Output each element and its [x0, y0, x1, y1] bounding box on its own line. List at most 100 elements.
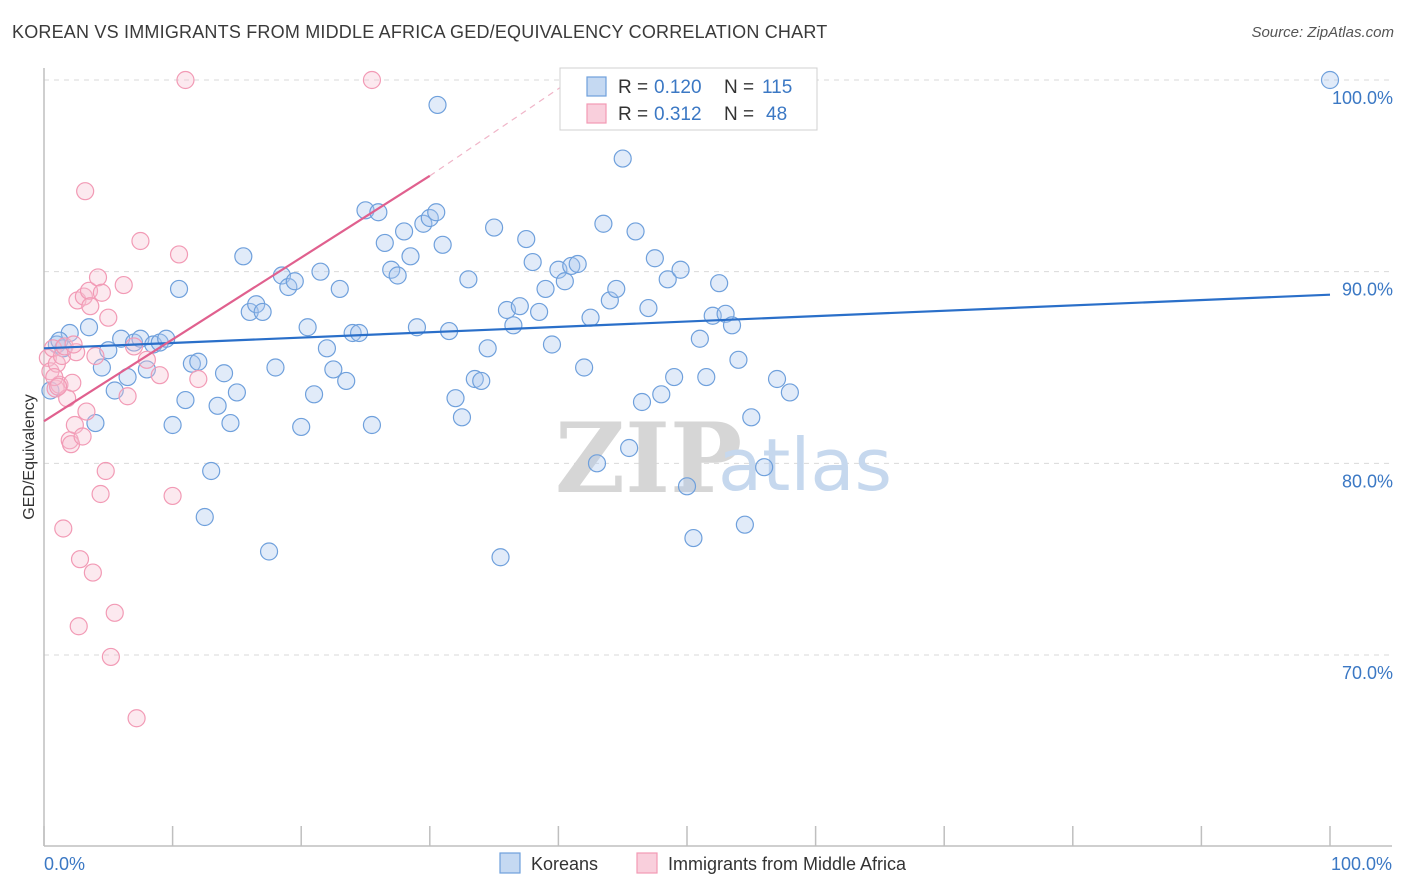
grid-lines [44, 79, 1392, 656]
koreans-point-38 [304, 385, 324, 404]
koreans-point-19 [182, 354, 201, 373]
immigrants-point-11 [63, 373, 82, 392]
watermark-atlas: atlas [718, 423, 892, 507]
koreans-point-80 [575, 358, 594, 377]
immigrants-point-43 [54, 519, 73, 538]
koreans-point-81 [581, 308, 600, 327]
koreans-point-3 [79, 318, 99, 337]
koreans-point-105 [735, 515, 754, 534]
koreans-point-35 [285, 272, 304, 291]
koreans-point-107 [755, 458, 774, 477]
koreans-point-65 [478, 339, 497, 358]
immigrants-point-26 [91, 484, 110, 504]
koreans-point-74 [536, 279, 555, 299]
koreans-point-41 [324, 360, 343, 379]
legend-n-value-1: 48 [766, 104, 787, 125]
legend-swatch-pink [586, 103, 607, 124]
koreans-point-22 [202, 461, 221, 481]
koreans-point-77 [555, 272, 574, 291]
trend-line-immigrants [43, 174, 431, 423]
immigrants-point-29 [99, 308, 118, 327]
koreans-point-27 [234, 247, 253, 266]
immigrants-point-20 [77, 402, 96, 421]
koreans-point-69 [504, 316, 523, 335]
immigrants-point-22 [81, 297, 100, 316]
x-tick-label-min: 0.0% [44, 854, 85, 874]
koreans-point-97 [684, 528, 703, 548]
koreans-point-20 [189, 352, 208, 371]
bottom-legend-immigrants: Immigrants from Middle Africa [668, 854, 907, 874]
koreans-point-90 [639, 298, 658, 318]
koreans-point-32 [266, 358, 285, 377]
immigrants-point-35 [127, 709, 146, 728]
immigrants-point-24 [86, 346, 105, 366]
koreans-point-42 [330, 279, 349, 299]
koreans-point-98 [690, 329, 709, 348]
koreans-point-18 [176, 390, 195, 410]
koreans-point-103 [722, 316, 742, 335]
koreans-point-71 [517, 229, 536, 249]
immigrants-point-46 [49, 377, 68, 396]
trend-line-koreans [43, 293, 1331, 350]
immigrants-point-42 [362, 70, 382, 90]
koreans-point-36 [292, 417, 311, 437]
koreans-point-45 [349, 323, 369, 343]
koreans-point-110 [428, 95, 447, 115]
legend-r-label-1: R = [618, 104, 648, 125]
immigrants-point-47 [189, 369, 208, 389]
koreans-point-106 [742, 408, 761, 427]
immigrants-point-18 [74, 287, 93, 306]
legend-n-label-0: N = [724, 77, 754, 98]
koreans-point-89 [632, 392, 652, 412]
koreans-point-61 [452, 408, 472, 427]
x-tick-label-max: 100.0% [1331, 854, 1392, 874]
koreans-point-57 [427, 203, 446, 222]
koreans-point-93 [658, 270, 677, 289]
koreans-point-92 [652, 385, 671, 404]
koreans-point-16 [163, 415, 182, 435]
y-axis-label: GED/Equivalency [21, 394, 38, 519]
immigrants-point-33 [118, 387, 137, 406]
koreans-point-25 [221, 413, 240, 433]
immigrants-point-23 [83, 563, 102, 582]
koreans-point-94 [665, 367, 684, 387]
koreans-point-44 [343, 323, 362, 343]
bottom-legend-swatch-koreans [499, 852, 521, 874]
bottom-legend: Koreans Immigrants from Middle Africa [499, 852, 907, 874]
legend-r-value-0: 0.120 [654, 77, 702, 98]
legend-r-value-1: 0.312 [654, 104, 702, 125]
koreans-point-40 [317, 339, 337, 358]
immigrants-point-45 [64, 335, 83, 354]
immigrants-point-28 [96, 461, 115, 481]
immigrants-point-30 [101, 647, 120, 667]
watermark: ZIP atlas [555, 402, 892, 515]
koreans-point-96 [677, 477, 697, 496]
koreans-point-87 [620, 438, 639, 458]
chart-title: KOREAN VS IMMIGRANTS FROM MIDDLE AFRICA … [12, 22, 828, 42]
koreans-point-109 [780, 383, 799, 402]
y-tick-labels: 70.0% 80.0% 90.0% 100.0% [1332, 88, 1393, 683]
koreans-point-37 [298, 318, 317, 337]
koreans-point-95 [671, 260, 690, 279]
immigrants-point-25 [88, 268, 108, 287]
koreans-point-39 [311, 262, 330, 281]
koreans-point-72 [523, 252, 542, 272]
immigrants-point-27 [92, 283, 111, 302]
koreans-point-5 [92, 358, 111, 377]
koreans-point-51 [388, 266, 407, 285]
bottom-legend-swatch-immigrants [636, 852, 658, 874]
koreans-point-70 [510, 297, 529, 316]
koreans-point-53 [401, 247, 420, 266]
koreans-point-60 [446, 389, 465, 408]
legend-n-value-0: 115 [762, 77, 792, 98]
immigrants-point-41 [176, 70, 195, 90]
koreans-point-82 [587, 454, 607, 473]
y-tick-label-80: 80.0% [1342, 471, 1393, 491]
stats-legend: R = 0.120 N = 115 R = 0.312 N = 48 [559, 67, 818, 131]
koreans-point-91 [645, 249, 664, 268]
koreans-point-47 [362, 415, 382, 435]
koreans-point-49 [375, 233, 394, 253]
koreans-point-63 [465, 369, 484, 389]
koreans-point-26 [227, 383, 246, 402]
immigrants-point-44 [45, 367, 64, 387]
